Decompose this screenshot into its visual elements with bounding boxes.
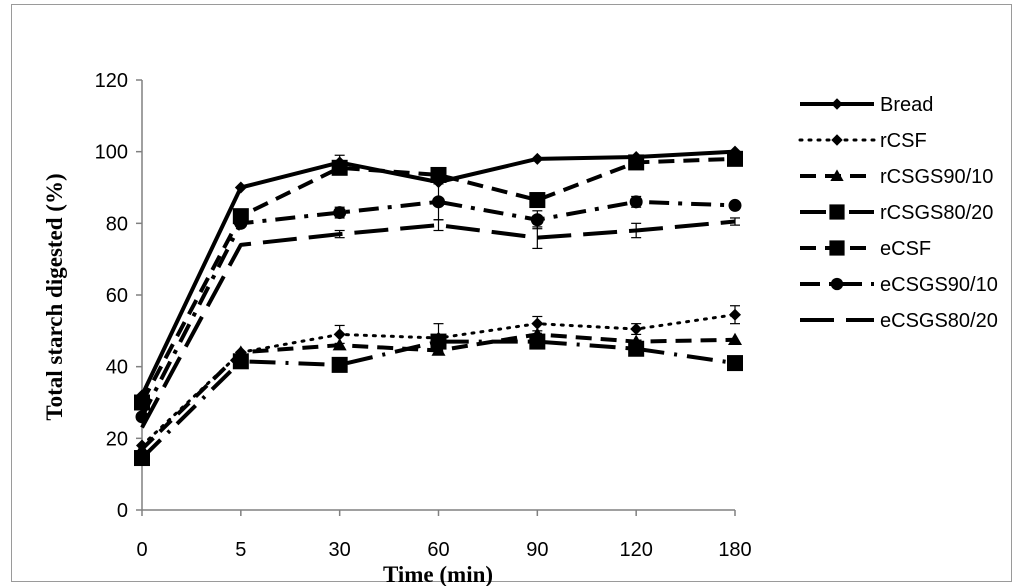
y-tick-label: 20 xyxy=(106,428,128,450)
data-point-diamond xyxy=(630,323,643,336)
x-tick-labels: 0 5 30 60 90 120 180 xyxy=(136,539,751,561)
series-layer xyxy=(134,145,743,467)
legend-label: eCSGS80/20 xyxy=(880,310,998,332)
y-tick-label: 100 xyxy=(95,142,128,164)
data-point-circle xyxy=(629,195,643,209)
x-tick-label: 5 xyxy=(235,539,246,561)
x-tick-label: 180 xyxy=(718,539,751,561)
legend-label: rCSGS90/10 xyxy=(880,166,993,188)
data-point-diamond xyxy=(234,181,247,194)
data-point-square xyxy=(628,154,645,171)
y-tick-labels: 0 20 40 60 80 100 120 xyxy=(95,70,128,522)
data-point-diamond xyxy=(831,98,843,110)
axes xyxy=(136,79,736,516)
data-point-square xyxy=(727,150,743,167)
x-axis-title: Time (min) xyxy=(383,562,493,586)
data-point-square xyxy=(331,159,348,176)
data-point-circle xyxy=(530,213,544,227)
y-axis-title: Total starch digested (%) xyxy=(42,173,67,420)
series-eCSGS90/10 xyxy=(135,183,742,424)
series-rCSF xyxy=(136,305,741,452)
data-point-circle xyxy=(333,206,347,220)
x-tick-label: 120 xyxy=(619,539,652,561)
legend-item-Bread: Bread xyxy=(800,94,933,116)
data-point-diamond xyxy=(831,134,843,146)
data-point-triangle xyxy=(830,169,844,181)
series-rCSGS80/20 xyxy=(134,333,743,467)
chart-frame xyxy=(11,4,1012,582)
data-point-square xyxy=(232,353,249,370)
data-point-circle xyxy=(432,195,445,209)
legend: Bread rCSF rCSGS90/10 rCSGS80/20 eCSF eCSGS90… xyxy=(798,94,998,332)
data-point-square xyxy=(628,340,645,357)
data-point-circle xyxy=(830,277,844,291)
data-point-circle xyxy=(728,198,742,212)
y-tick-label: 0 xyxy=(117,500,128,522)
legend-item-rCSGS90/10: rCSGS90/10 xyxy=(800,166,993,188)
data-point-triangle xyxy=(728,332,742,346)
legend-item-rCSGS80/20: rCSGS80/20 xyxy=(800,202,993,224)
data-point-diamond xyxy=(531,317,544,330)
data-point-diamond xyxy=(333,328,346,341)
data-point-square xyxy=(829,204,845,220)
legend-label: Bread xyxy=(880,94,933,116)
y-tick-label: 40 xyxy=(106,357,128,379)
legend-item-rCSF: rCSF xyxy=(798,130,927,152)
data-point-diamond xyxy=(531,152,544,165)
data-point-diamond xyxy=(729,308,741,321)
data-point-square xyxy=(529,192,546,209)
data-point-triangle xyxy=(431,343,446,356)
data-point-square xyxy=(331,356,348,373)
data-point-square xyxy=(430,166,447,183)
data-point-square xyxy=(134,450,150,467)
y-tick-label: 60 xyxy=(106,285,128,307)
legend-label: eCSGS90/10 xyxy=(880,274,998,296)
y-tick-label: 80 xyxy=(106,213,128,235)
data-point-square xyxy=(529,333,546,350)
y-tick-label: 120 xyxy=(95,70,128,92)
legend-label: eCSF xyxy=(880,238,931,260)
data-point-square xyxy=(727,355,743,372)
series-line xyxy=(140,339,736,460)
data-point-circle xyxy=(234,216,248,230)
x-tick-label: 90 xyxy=(526,539,548,561)
legend-item-eCSGS90/10: eCSGS90/10 xyxy=(800,274,998,296)
data-point-square xyxy=(829,240,845,256)
data-point-triangle xyxy=(332,338,347,351)
legend-label: rCSF xyxy=(880,130,927,152)
series-eCSGS80/20 xyxy=(140,217,740,429)
legend-label: rCSGS80/20 xyxy=(880,202,993,224)
x-tick-label: 0 xyxy=(136,539,147,561)
x-tick-label: 30 xyxy=(329,539,351,561)
data-point-square xyxy=(430,333,447,350)
x-tick-label: 60 xyxy=(427,539,449,561)
legend-item-eCSGS80/20: eCSGS80/20 xyxy=(800,310,998,332)
legend-item-eCSF: eCSF xyxy=(800,238,931,260)
